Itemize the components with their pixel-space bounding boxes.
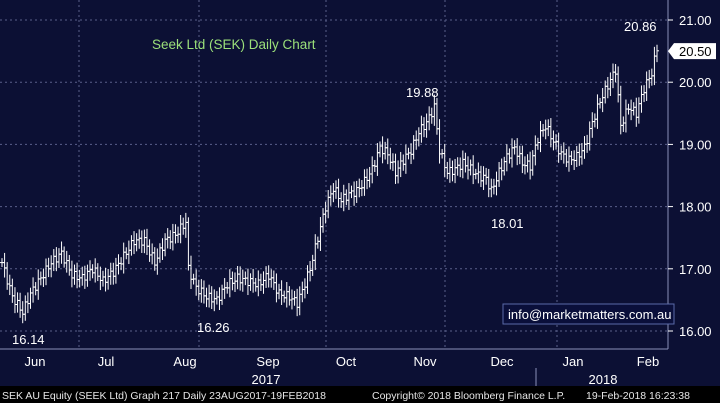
x-month-label: Sep bbox=[256, 354, 279, 369]
x-month-label: Aug bbox=[173, 354, 196, 369]
price-annotation: 20.86 bbox=[624, 19, 657, 34]
last-price-tag: 20.50 bbox=[668, 43, 716, 60]
footer-left-text: SEK AU Equity (SEEK Ltd) Graph 217 Daily… bbox=[2, 390, 326, 402]
y-tick-label: 19.00 bbox=[679, 137, 712, 152]
y-axis-panel bbox=[668, 0, 720, 386]
y-tick-label: 16.00 bbox=[679, 324, 712, 339]
y-axis: 16.00 17.00 18.00 19.00 20.00 21.00 bbox=[667, 0, 720, 386]
x-year-label: 2018 bbox=[589, 372, 618, 387]
chart-title: Seek Ltd (SEK) Daily Chart bbox=[152, 37, 316, 52]
footer-bar bbox=[0, 386, 720, 403]
x-month-label: Oct bbox=[336, 354, 357, 369]
x-month-label: Dec bbox=[490, 354, 514, 369]
x-month-label: Nov bbox=[413, 354, 437, 369]
y-tick-label: 17.00 bbox=[679, 262, 712, 277]
watermark: info@marketmatters.com.au bbox=[502, 303, 675, 325]
price-bars bbox=[0, 44, 659, 324]
price-annotation: 16.26 bbox=[197, 320, 230, 335]
annotations: 16.14 16.26 19.88 18.01 20.86 bbox=[12, 19, 657, 347]
last-price-box bbox=[668, 43, 716, 60]
x-month-label: Jul bbox=[98, 354, 115, 369]
x-year-label: 2017 bbox=[252, 372, 281, 387]
last-price-label: 20.50 bbox=[679, 44, 712, 59]
x-axis: Jun Jul Aug Sep Oct Nov Dec Jan Feb 2017 2018 bbox=[0, 348, 668, 387]
x-month-label: Jun bbox=[25, 354, 46, 369]
x-month-label: Feb bbox=[637, 354, 659, 369]
footer: SEK AU Equity (SEEK Ltd) Graph 217 Daily… bbox=[0, 386, 720, 403]
price-annotation: 16.14 bbox=[12, 332, 45, 347]
price-annotation: 18.01 bbox=[491, 216, 524, 231]
x-month-label: Jan bbox=[563, 354, 584, 369]
price-annotation: 19.88 bbox=[406, 85, 439, 100]
y-tick-label: 21.00 bbox=[679, 13, 712, 28]
footer-timestamp: 19-Feb-2018 16:23:38 bbox=[586, 390, 690, 402]
y-tick-label: 20.00 bbox=[679, 75, 712, 90]
y-tick-label: 18.00 bbox=[679, 200, 712, 215]
watermark-box bbox=[502, 303, 675, 325]
footer-copyright: Copyright© 2018 Bloomberg Finance L.P. bbox=[372, 390, 565, 402]
watermark-text: info@marketmatters.com.au bbox=[508, 307, 671, 322]
price-bar bbox=[655, 44, 659, 63]
x-axis-panel bbox=[0, 349, 668, 386]
